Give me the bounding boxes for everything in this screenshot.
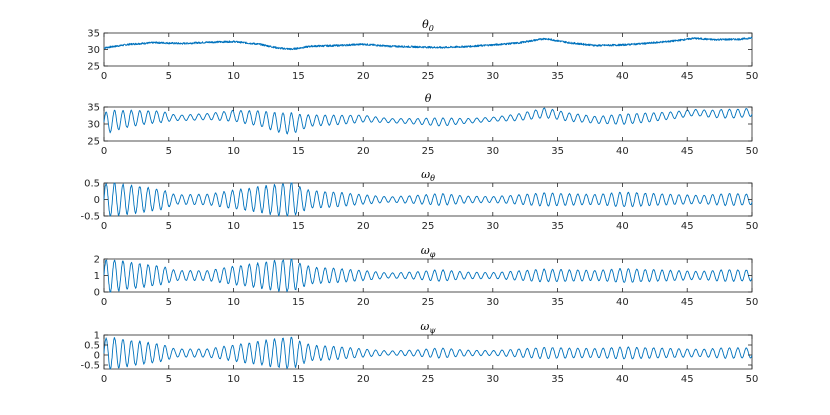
x-tick-label: 25: [422, 374, 435, 385]
x-tick-label: 45: [681, 146, 694, 157]
subplot-title: θ0: [422, 18, 434, 33]
series-line: [103, 258, 753, 293]
x-tick-label: 25: [422, 221, 435, 232]
subplot-4: 0 5 10 15 20 25 30 35 40 45 50 0 1 2 ωφ: [94, 244, 759, 308]
x-tick-label: 0: [101, 297, 107, 308]
series-line: [103, 182, 753, 217]
x-tick-label: 0: [101, 71, 107, 82]
y-tick-label: 2: [94, 255, 100, 266]
x-tick-label: 0: [101, 146, 107, 157]
axes-box: [103, 106, 753, 142]
x-tick-label: 35: [551, 146, 564, 157]
subplot-1: 0 5 10 15 20 25 30 35 40 45 50 25 30 35 θ0: [87, 18, 758, 82]
x-tick-label: 50: [746, 297, 759, 308]
x-tick-label: 50: [746, 221, 759, 232]
x-tick-label: 40: [616, 374, 629, 385]
subplot-title: ωθ: [421, 168, 435, 183]
x-tick-label: 25: [422, 71, 435, 82]
y-tick-label: 35: [87, 29, 100, 40]
x-tick-label: 5: [166, 374, 172, 385]
y-tick-label: 25: [87, 62, 100, 73]
x-tick-label: 15: [292, 146, 305, 157]
x-tick-label: 25: [422, 297, 435, 308]
x-tick-label: 5: [166, 297, 172, 308]
x-tick-label: 10: [227, 146, 240, 157]
x-tick-label: 25: [422, 146, 435, 157]
y-tick-label: 0.5: [84, 179, 100, 190]
subplot-title: ωφ: [421, 244, 436, 259]
x-tick-label: 5: [166, 146, 172, 157]
x-tick-label: 30: [486, 221, 499, 232]
x-tick-label: 15: [292, 297, 305, 308]
x-tick-label: 45: [681, 374, 694, 385]
x-tick-label: 15: [292, 71, 305, 82]
x-tick-label: 50: [746, 71, 759, 82]
y-tick-label: 30: [87, 45, 100, 56]
series-line: [103, 36, 753, 51]
x-tick-label: 35: [551, 71, 564, 82]
subplot-2: 0 5 10 15 20 25 30 35 40 45 50 25 30 35 θ: [87, 92, 758, 157]
y-tick-label: 0.5: [84, 341, 100, 352]
series-line: [103, 336, 753, 370]
x-tick-label: 50: [746, 146, 759, 157]
y-tick-label: 0: [94, 351, 100, 362]
x-tick-label: 40: [616, 221, 629, 232]
x-tick-label: 10: [227, 374, 240, 385]
x-tick-label: 20: [357, 221, 370, 232]
x-tick-label: 30: [486, 374, 499, 385]
x-tick-label: 0: [101, 374, 107, 385]
x-tick-label: 40: [616, 71, 629, 82]
x-tick-label: 15: [292, 221, 305, 232]
x-tick-label: 20: [357, 374, 370, 385]
y-tick-label: 25: [87, 137, 100, 148]
x-tick-label: 50: [746, 374, 759, 385]
subplot-title: ωψ: [420, 320, 436, 335]
x-tick-label: 5: [166, 71, 172, 82]
subplot-3: 0 5 10 15 20 25 30 35 40 45 50-0.500.5ωθ: [80, 168, 758, 232]
x-tick-label: 10: [227, 221, 240, 232]
x-tick-label: 20: [357, 71, 370, 82]
x-tick-label: 35: [551, 221, 564, 232]
x-tick-label: 20: [357, 297, 370, 308]
series-line: [103, 107, 753, 135]
x-tick-label: 30: [486, 297, 499, 308]
x-tick-label: 45: [681, 71, 694, 82]
x-tick-label: 0: [101, 221, 107, 232]
y-tick-label: -0.5: [80, 212, 100, 223]
x-tick-label: 10: [227, 71, 240, 82]
x-tick-label: 20: [357, 146, 370, 157]
y-tick-label: -0.5: [80, 361, 100, 372]
y-tick-label: 1: [94, 331, 100, 342]
x-tick-label: 10: [227, 297, 240, 308]
y-tick-label: 0: [94, 195, 100, 206]
x-tick-label: 5: [166, 221, 172, 232]
subplot-title: θ: [425, 92, 432, 105]
x-tick-label: 45: [681, 297, 694, 308]
axes-box: [103, 32, 753, 67]
x-tick-label: 40: [616, 297, 629, 308]
x-tick-label: 30: [486, 146, 499, 157]
x-tick-label: 45: [681, 221, 694, 232]
y-tick-label: 35: [87, 103, 100, 114]
x-tick-label: 40: [616, 146, 629, 157]
x-tick-label: 35: [551, 297, 564, 308]
x-tick-label: 35: [551, 374, 564, 385]
x-tick-label: 15: [292, 374, 305, 385]
y-tick-label: 1: [94, 271, 100, 282]
x-tick-label: 30: [486, 71, 499, 82]
y-tick-label: 30: [87, 120, 100, 131]
y-tick-label: 0: [94, 288, 100, 299]
